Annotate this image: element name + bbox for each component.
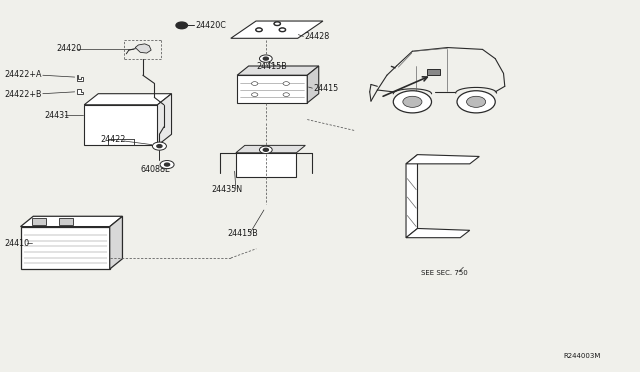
Circle shape: [259, 146, 272, 154]
Polygon shape: [77, 75, 83, 81]
Circle shape: [256, 28, 262, 32]
Text: 24428: 24428: [305, 32, 330, 41]
Polygon shape: [406, 228, 470, 238]
Text: 24410: 24410: [4, 239, 29, 248]
Circle shape: [283, 82, 289, 86]
Text: 24422+B: 24422+B: [4, 90, 42, 99]
Polygon shape: [84, 94, 172, 105]
Text: 24431: 24431: [45, 110, 70, 120]
Circle shape: [176, 22, 188, 29]
Circle shape: [157, 145, 162, 148]
Text: 24420C: 24420C: [195, 21, 226, 30]
Polygon shape: [406, 155, 417, 238]
Polygon shape: [20, 216, 122, 227]
Text: 64088E: 64088E: [140, 165, 170, 174]
Circle shape: [252, 82, 258, 86]
Text: 24415B: 24415B: [256, 61, 287, 71]
Circle shape: [457, 91, 495, 113]
Circle shape: [256, 28, 262, 32]
Circle shape: [252, 93, 258, 96]
Circle shape: [279, 28, 285, 32]
Circle shape: [467, 96, 486, 108]
Text: SEE SEC. 750: SEE SEC. 750: [420, 270, 467, 276]
Polygon shape: [109, 216, 122, 269]
FancyBboxPatch shape: [236, 153, 296, 177]
Polygon shape: [135, 44, 151, 53]
Circle shape: [274, 22, 280, 26]
Circle shape: [403, 96, 422, 108]
FancyBboxPatch shape: [20, 227, 109, 269]
FancyBboxPatch shape: [32, 218, 46, 225]
Circle shape: [259, 55, 272, 62]
Text: 24420: 24420: [56, 44, 81, 53]
Text: 24422: 24422: [100, 135, 125, 144]
Text: R244003M: R244003M: [563, 353, 600, 359]
Text: 24415B: 24415B: [228, 230, 259, 238]
FancyBboxPatch shape: [237, 75, 307, 103]
Circle shape: [263, 57, 268, 60]
Circle shape: [394, 91, 431, 113]
FancyBboxPatch shape: [84, 105, 157, 145]
Polygon shape: [406, 155, 479, 164]
Circle shape: [160, 161, 174, 169]
FancyBboxPatch shape: [427, 69, 440, 75]
Polygon shape: [307, 66, 319, 103]
Text: 24435N: 24435N: [212, 185, 243, 194]
Circle shape: [152, 142, 166, 150]
Polygon shape: [236, 145, 305, 153]
FancyBboxPatch shape: [59, 218, 73, 225]
Circle shape: [283, 93, 289, 96]
Circle shape: [279, 28, 285, 32]
Circle shape: [164, 163, 170, 166]
Polygon shape: [237, 66, 319, 75]
Polygon shape: [157, 94, 172, 145]
Text: 24422+A: 24422+A: [4, 70, 42, 79]
Circle shape: [274, 22, 280, 26]
Text: 24415: 24415: [314, 84, 339, 93]
Polygon shape: [231, 21, 323, 38]
Polygon shape: [77, 89, 83, 94]
Circle shape: [263, 148, 268, 151]
